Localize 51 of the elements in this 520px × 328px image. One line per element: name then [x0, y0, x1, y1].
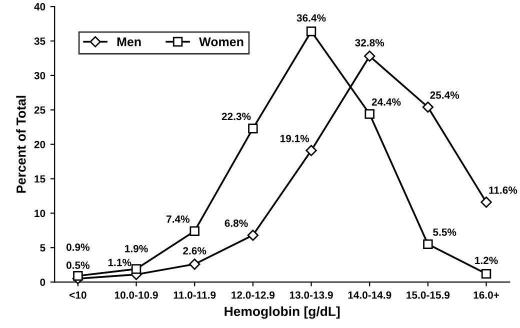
point [247, 230, 259, 241]
x-tick-label: <10 [70, 291, 86, 299]
data-label: 32.8% [355, 39, 384, 46]
data-label: 5.5% [433, 228, 456, 236]
y-tick-label: 25 [34, 106, 46, 114]
point [364, 50, 376, 62]
data-label: 11.6% [489, 186, 518, 194]
data-label: 24.4% [372, 98, 401, 106]
x-tick-label: 15.0-15.9 [406, 291, 450, 299]
point [364, 109, 374, 119]
y-tick-label: 40 [34, 3, 46, 10]
y-tick-label: 20 [34, 140, 46, 148]
data-label: 2.6% [183, 247, 206, 254]
data-label: 25.4% [430, 91, 460, 99]
data-label: 1.9% [125, 244, 148, 252]
point [190, 226, 200, 236]
y-tick-label: 10 [34, 210, 46, 218]
legend-label: Women [199, 38, 244, 46]
x-tick-label: 11.0-11.9 [174, 291, 216, 299]
y-tick-label: 15 [34, 175, 46, 183]
point [480, 196, 492, 208]
x-tick-label: 14.0-14.9 [348, 291, 392, 299]
legend-label: Men [117, 38, 141, 46]
data-label: 19.1% [280, 134, 310, 142]
point [248, 124, 258, 134]
x-axis-title: Hemoglobin [g/dL] [224, 306, 340, 319]
x-tick-label: 16.0+ [474, 291, 500, 299]
data-label: 22.3% [222, 112, 251, 120]
data-label: 0.9% [66, 244, 90, 251]
point [188, 258, 200, 270]
point [306, 144, 317, 156]
x-tick-label: 13.0-13.9 [290, 291, 333, 299]
data-label: 36.4% [296, 14, 326, 22]
y-tick-label: 5 [40, 244, 46, 252]
y-tick-label: 0 [40, 278, 46, 286]
point [423, 239, 433, 250]
point [131, 264, 142, 274]
data-label: 0.5% [66, 262, 90, 269]
y-tick-label: 35 [34, 38, 46, 45]
x-tick-label: 10.0-10.9 [114, 291, 158, 299]
point [306, 26, 316, 36]
data-label: 1.1% [108, 258, 132, 266]
data-label: 7.4% [166, 215, 190, 223]
point [73, 271, 83, 281]
data-label: 6.8% [224, 220, 248, 227]
point [481, 268, 492, 279]
x-tick-label: 12.0-12.9 [232, 291, 275, 299]
data-label: 1.2% [475, 256, 498, 264]
y-axis-title: Percent of Total [16, 96, 26, 193]
point [422, 102, 434, 113]
y-tick-label: 30 [34, 72, 46, 80]
